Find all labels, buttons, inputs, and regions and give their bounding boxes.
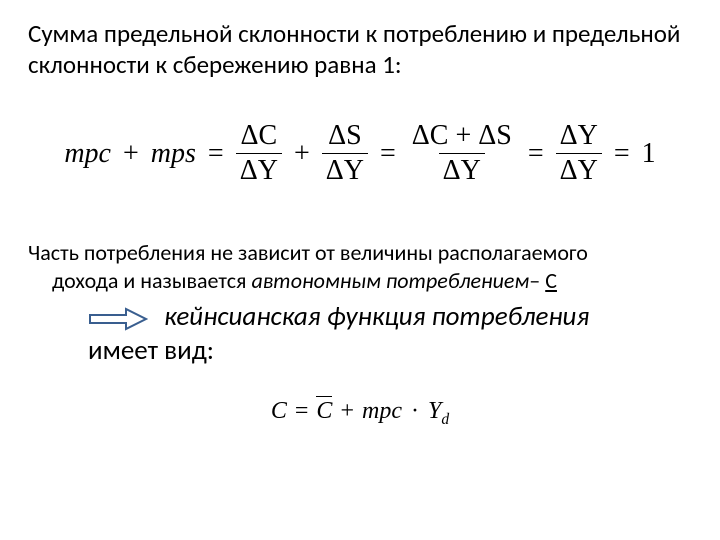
equals-icon: = bbox=[378, 138, 398, 170]
plus-icon: + bbox=[338, 398, 356, 424]
plus-icon: + bbox=[292, 138, 312, 170]
sym-y: Y bbox=[428, 398, 441, 424]
sym-c-underline: C bbox=[545, 267, 557, 294]
arrow-icon bbox=[88, 306, 148, 332]
den: ΔY bbox=[556, 153, 602, 187]
den: ΔY bbox=[439, 153, 485, 187]
num: ΔS bbox=[324, 121, 366, 154]
fraction-dc-dy: ΔC ΔY bbox=[236, 121, 282, 188]
slide: Сумма предельной склонности к потреблени… bbox=[0, 0, 720, 540]
sub-d: d bbox=[441, 410, 449, 427]
heading: Сумма предельной склонности к потреблени… bbox=[28, 18, 692, 81]
den: ΔY bbox=[236, 153, 282, 187]
num: ΔC bbox=[236, 121, 281, 154]
sym-c: C bbox=[271, 398, 287, 424]
den: ΔY bbox=[322, 153, 368, 187]
arrow-shape bbox=[90, 309, 146, 329]
equals-icon: = bbox=[612, 138, 632, 170]
formula-mpc-mps: mpc + mps = ΔC ΔY + ΔS ΔY = ΔC + ΔS ΔY =… bbox=[28, 121, 692, 188]
sym-mpc: mpc bbox=[64, 138, 111, 170]
paragraph-autonomous: Часть потребления не зависит от величины… bbox=[28, 239, 692, 294]
equals-icon: = bbox=[206, 138, 226, 170]
dot-icon: · bbox=[408, 398, 422, 424]
term-autonomous: автономным потреблением bbox=[251, 267, 529, 294]
num: ΔY bbox=[556, 121, 602, 154]
sym-mps: mps bbox=[151, 138, 196, 170]
sym-c-bar: C bbox=[316, 398, 332, 425]
text: Часть потребления не зависит от величины… bbox=[28, 239, 588, 266]
num: ΔC + ΔS bbox=[408, 121, 516, 154]
rhs-one: 1 bbox=[642, 138, 656, 170]
fraction-ds-dy: ΔS ΔY bbox=[322, 121, 368, 188]
formula-consumption: C = C + mpc · Yd bbox=[28, 398, 692, 429]
sym-mpc: mpc bbox=[362, 398, 402, 424]
dash: – bbox=[529, 267, 545, 294]
equals-icon: = bbox=[293, 398, 311, 424]
equals-icon: = bbox=[526, 138, 546, 170]
plus-icon: + bbox=[121, 138, 141, 170]
fraction-dy-dy: ΔY ΔY bbox=[556, 121, 602, 188]
text: имеет вид: bbox=[88, 334, 214, 367]
paragraph-keynesian: кейнсианская функция потребления имеет в… bbox=[88, 300, 692, 368]
fraction-dcds-dy: ΔC + ΔS ΔY bbox=[408, 121, 516, 188]
text: дохода и называется bbox=[52, 267, 251, 294]
term-keynesian: кейнсианская функция потребления bbox=[164, 300, 589, 333]
